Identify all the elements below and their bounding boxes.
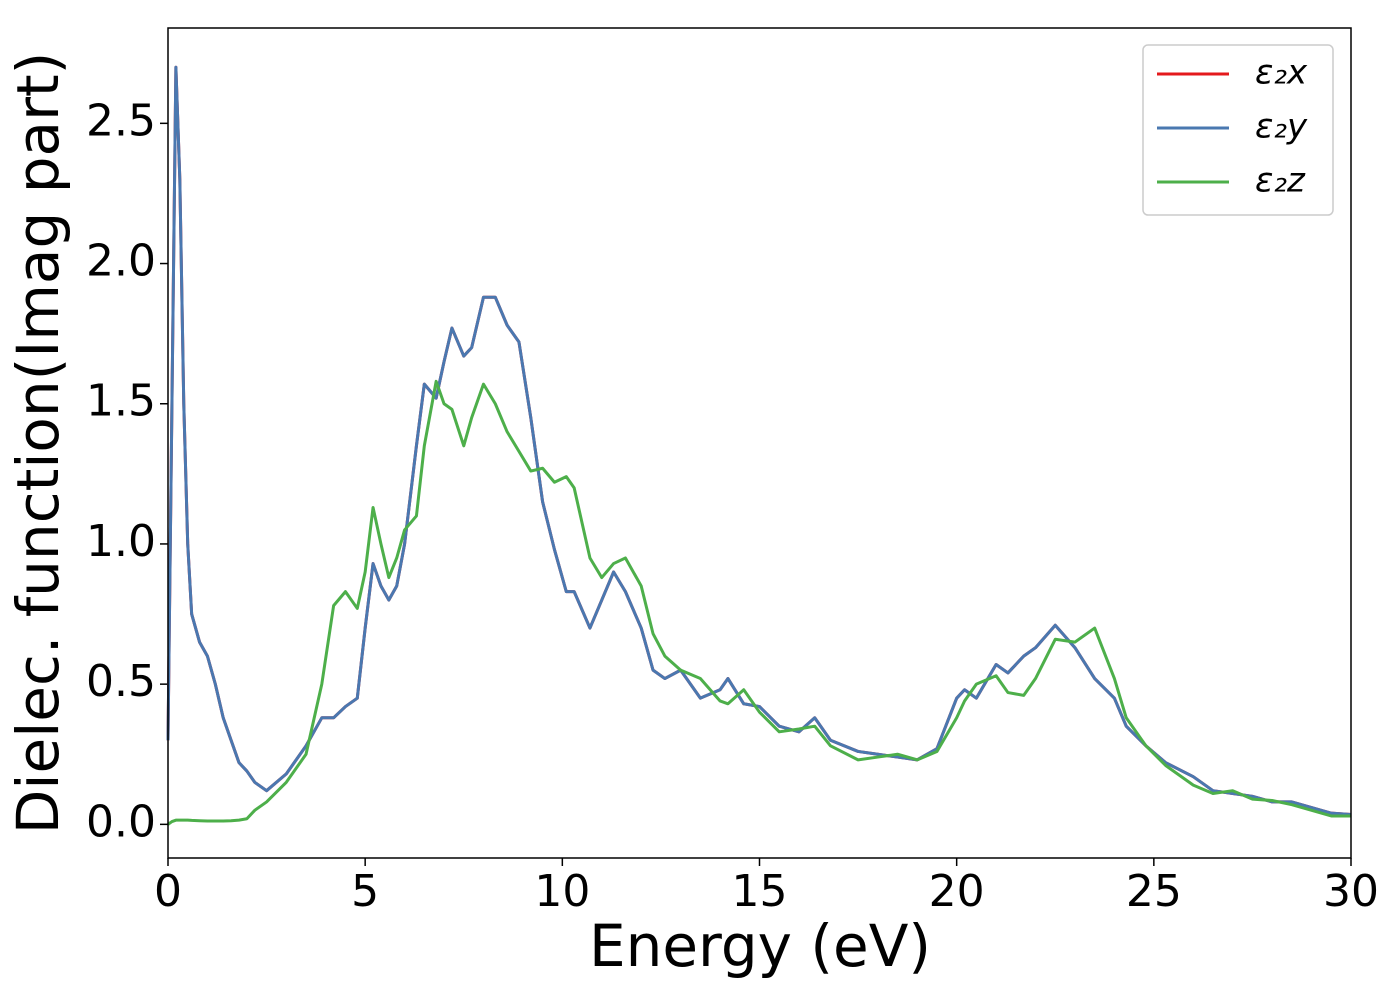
series-line [167,379,1351,826]
x-tick-label: 5 [351,866,379,917]
y-tick-label: 1.0 [86,516,156,567]
y-tick-label: 1.5 [86,376,156,427]
x-tick-label: 15 [732,866,788,917]
legend-label: ε₂x [1255,53,1308,93]
x-tick-label: 10 [534,866,590,917]
y-tick-label: 0.0 [86,796,156,847]
series-line [166,65,1352,817]
x-tick-label: 30 [1323,866,1379,917]
y-tick-label: 2.5 [86,95,156,146]
y-tick-label: 0.5 [86,656,156,707]
legend-label: ε₂z [1255,161,1306,201]
x-tick-label: 25 [1126,866,1182,917]
legend-label: ε₂y [1255,107,1308,147]
x-tick-label: 20 [929,866,985,917]
x-tick-label: 0 [154,866,182,917]
plot-frame [167,27,1352,859]
y-axis-label: Dielec. function(Imag part) [4,52,72,835]
x-axis-label: Energy (eV) [589,912,931,980]
y-tick-label: 2.0 [86,236,156,287]
legend-box [1142,44,1334,216]
